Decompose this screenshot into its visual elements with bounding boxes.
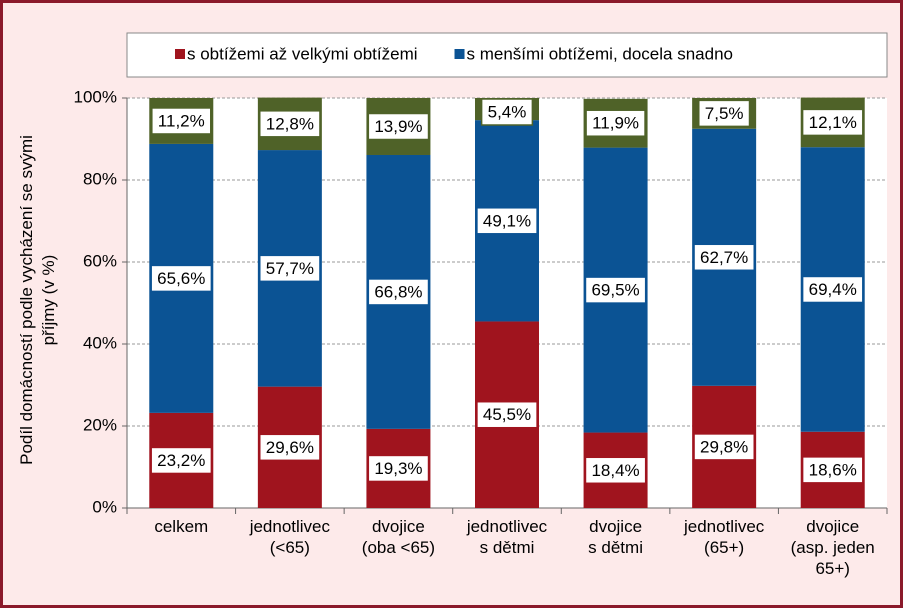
data-label-box [150,264,213,293]
data-label-box [367,454,430,483]
x-tick-label: dvojice (asp. jeden 65+) [791,517,875,578]
y-tick-label: 100% [74,87,117,106]
x-tick-label-line: jednotlivec [466,517,548,536]
x-tick-label-line: dvojice [589,517,642,536]
data-label: 11,2% [158,111,205,130]
x-tick-label-line: dvojice [372,517,425,536]
x-tick-label-line: (65+) [704,538,744,557]
data-label: 29,6% [266,438,314,457]
data-label-box [584,456,647,485]
y-tick-label: 40% [83,333,117,352]
x-tick-label-line: jednotlivec [683,517,765,536]
x-tick-label-line: (asp. jeden [791,538,875,557]
x-tick-label: celkem [154,517,208,536]
y-tick-label: 20% [83,415,117,434]
data-label: 29,8% [700,437,748,456]
data-label-box [259,254,321,283]
data-label: 65,6% [157,269,205,288]
data-label-box [151,107,212,135]
data-label-box [801,108,864,137]
y-axis-label-line: Podíl domácností podle vycházení se svým… [17,135,36,465]
y-tick-label: 60% [83,251,117,270]
data-label: 62,7% [700,248,748,267]
data-label-box [585,109,646,137]
data-label-box [584,276,647,304]
data-label: 7,5% [705,104,744,123]
data-label: 19,3% [374,459,422,478]
legend-swatch [175,49,185,59]
data-label-box [801,456,864,484]
x-tick-label-line: s dětmi [480,538,535,557]
x-tick-label-line: celkem [154,517,208,536]
x-tick-label-line: (<65) [270,538,310,557]
x-tick-label: jednotlivec (65+) [683,517,765,557]
data-label-box [150,446,213,475]
data-label: 69,5% [591,281,639,300]
x-tick-label-line: 65+) [815,559,850,578]
data-label: 69,4% [809,280,857,299]
x-tick-label: dvojice s dětmi [588,517,643,557]
data-label: 12,1% [809,113,857,132]
data-label: 13,9% [374,117,422,136]
x-tick-label-line: dvojice [806,517,859,536]
x-tick-label: jednotlivec s dětmi [466,517,548,557]
data-label-box [367,278,430,306]
data-label: 57,7% [266,259,314,278]
data-label: 11,9% [592,114,639,133]
data-label-box [693,243,755,272]
data-label-box [698,99,751,128]
x-tick-label-line: s dětmi [588,538,643,557]
data-label-box [367,112,430,141]
x-tick-label-line: jednotlivec [249,517,331,536]
data-label: 45,5% [483,405,531,424]
y-axis-label: Podíl domácností podle vycházení se svým… [17,135,58,465]
data-label: 23,2% [157,451,205,470]
data-label-box [259,110,321,138]
x-tick-label: dvojice (oba <65) [362,517,435,557]
y-axis-label-line: příjmy (v %) [39,255,58,346]
data-label-box [476,400,538,429]
data-label: 12,8% [266,114,314,133]
legend-label: s menšími obtížemi, docela snadno [467,44,733,63]
data-label: 18,6% [809,460,857,479]
data-label-box [480,98,534,126]
data-label: 5,4% [488,102,527,121]
data-label-box [476,207,538,235]
legend-label: s obtížemi až velkými obtížemi [187,44,418,63]
legend-box [126,32,888,78]
legend-swatch [454,49,465,59]
y-tick-label: 0% [92,497,117,516]
data-label: 66,8% [374,282,422,301]
y-tick-label: 80% [83,169,117,188]
data-label: 49,1% [483,211,531,230]
x-tick-label: jednotlivec (<65) [249,517,331,557]
x-tick-label-line: (oba <65) [362,538,435,557]
data-label-box [259,433,321,462]
data-label-box [801,275,864,304]
data-label: 18,4% [591,461,639,480]
data-label-box [693,433,755,461]
